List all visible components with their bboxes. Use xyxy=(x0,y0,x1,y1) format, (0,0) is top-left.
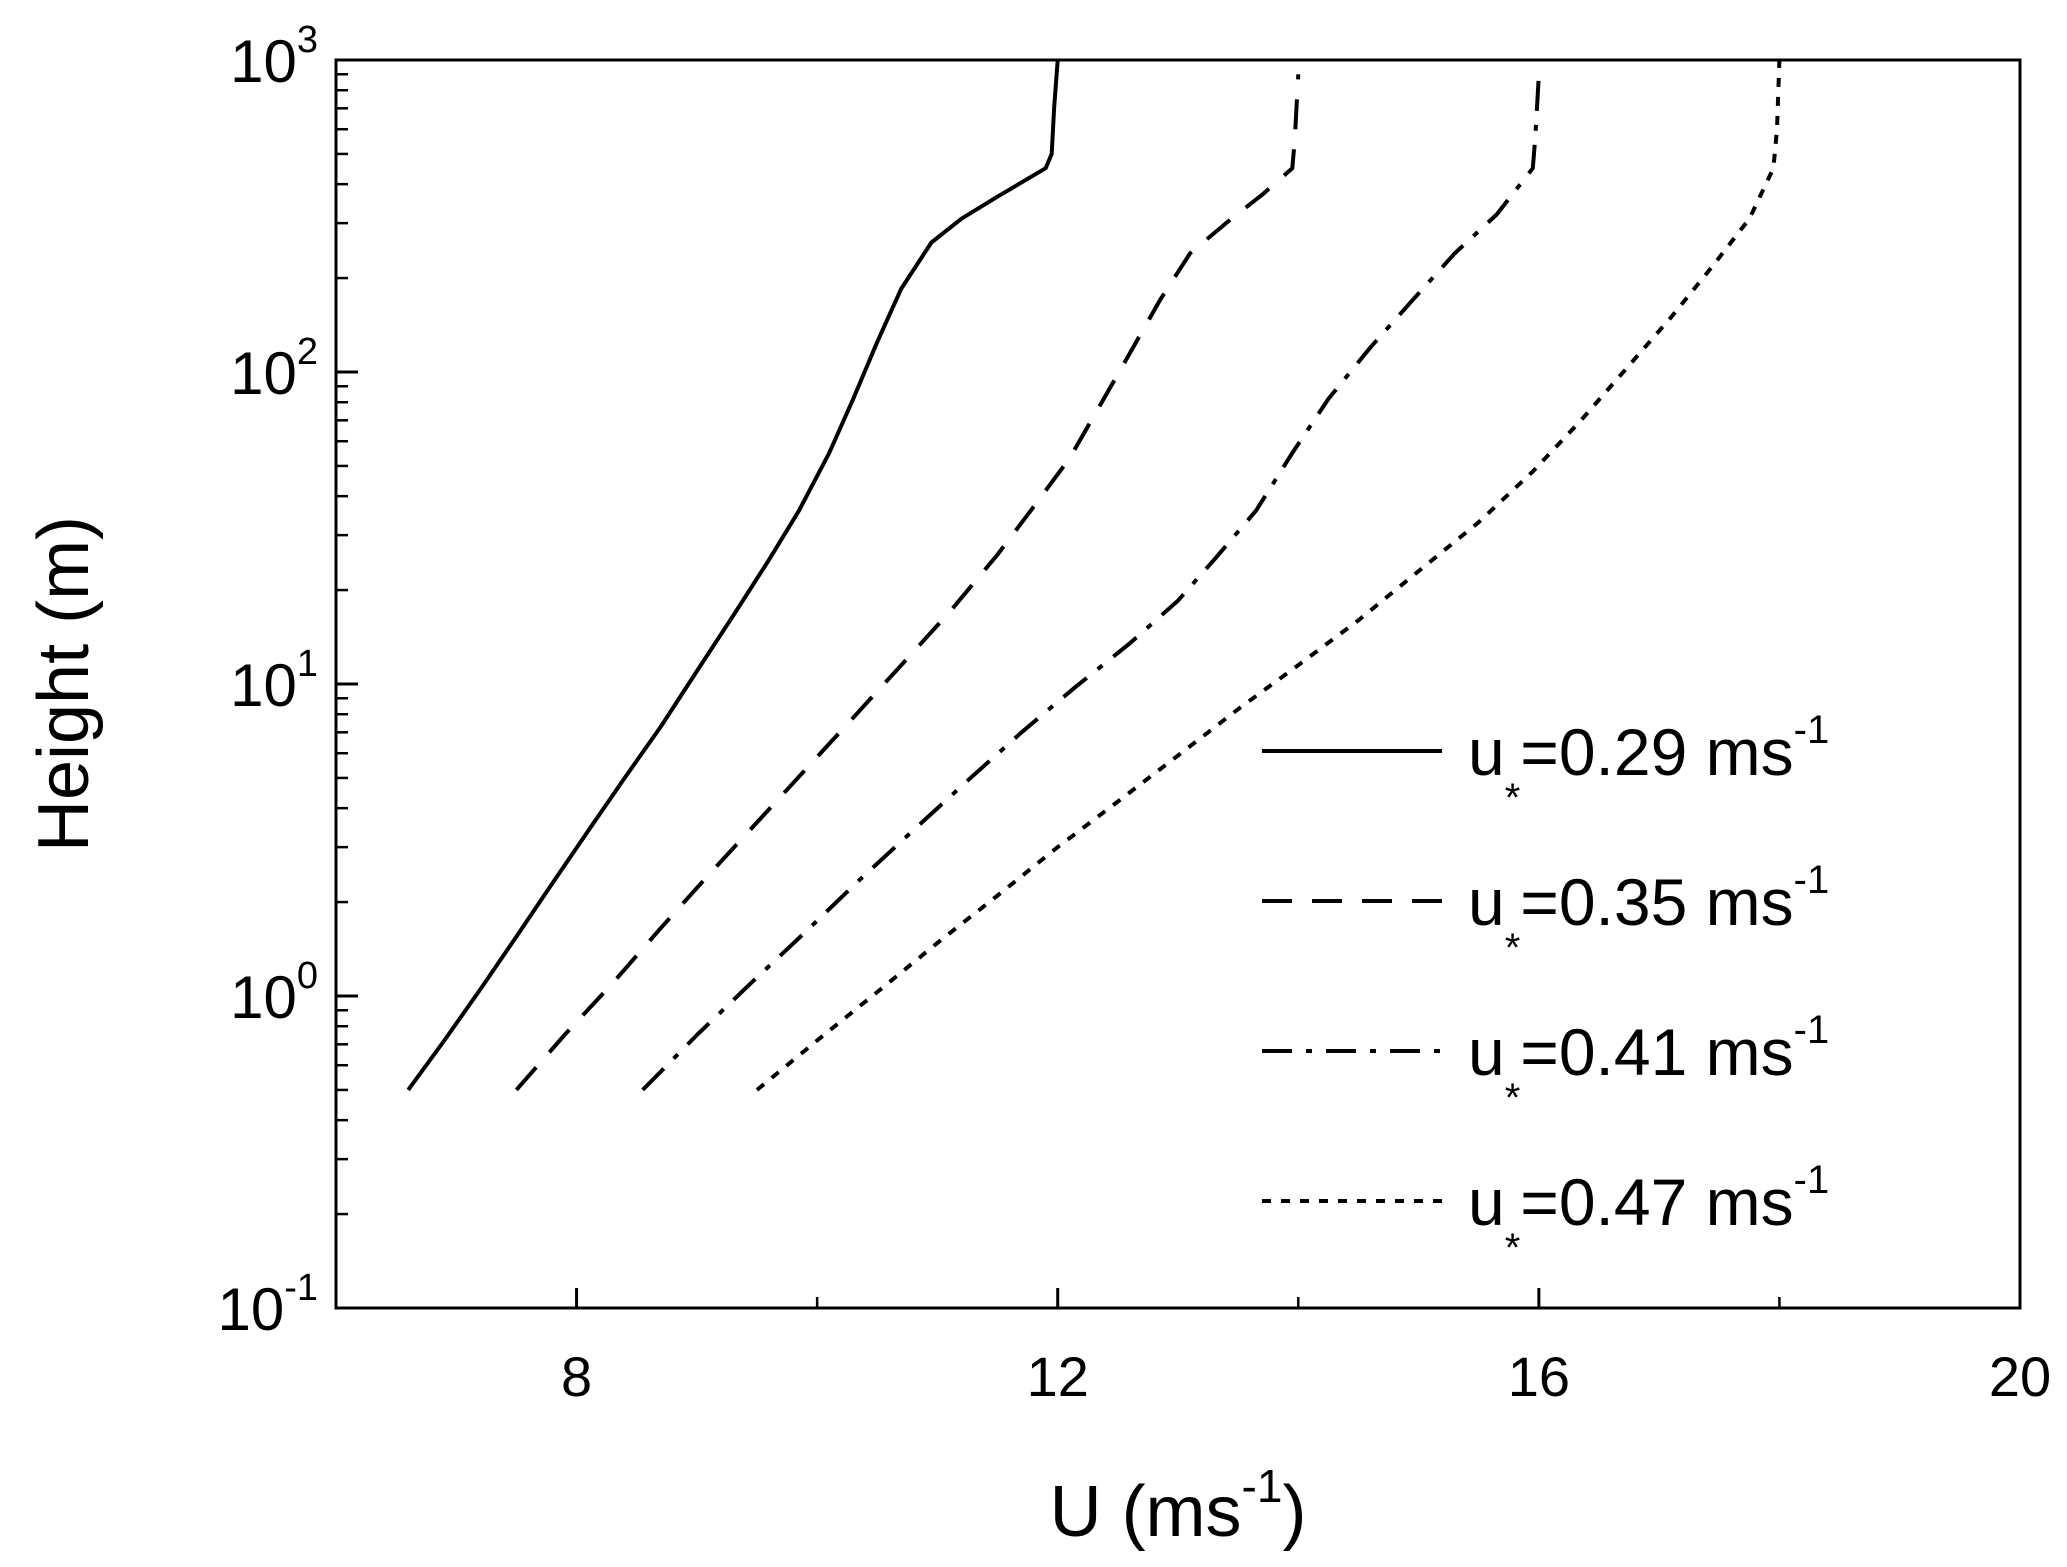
series-line-2 xyxy=(641,74,1541,1092)
legend-label-value-1: =0.35 ms xyxy=(1520,865,1793,939)
y-tick-label-base-1: 10 xyxy=(230,964,297,1031)
x-tick-label-0: 8 xyxy=(561,1345,592,1408)
y-tick-label-exp-4: 3 xyxy=(297,19,318,61)
y-tick-label-0: 10-1 xyxy=(217,1267,318,1343)
y-tick-label-exp-1: 0 xyxy=(297,955,318,997)
y-tick-label-2: 101 xyxy=(230,643,318,719)
x-axis-label-tail: ) xyxy=(1282,1472,1306,1552)
y-tick-label-base-0: 10 xyxy=(217,1276,284,1343)
y-tick-label-base-2: 10 xyxy=(230,652,297,719)
x-axis: 8 12 16 20 xyxy=(334,1288,2051,1408)
legend-label-sup-1: -1 xyxy=(1794,858,1830,902)
y-tick-label-exp-0: -1 xyxy=(284,1267,318,1309)
legend-label-u-0: u xyxy=(1468,715,1505,789)
x-axis-label-sup: -1 xyxy=(1242,1460,1283,1512)
legend-label-0: u*=0.29 ms-1 xyxy=(1468,708,1829,820)
legend-label-sub-0: * xyxy=(1505,776,1521,820)
legend-label-sub-1: * xyxy=(1505,926,1521,970)
x-tick-label-3: 20 xyxy=(1989,1345,2051,1408)
legend-label-2: u*=0.41 ms-1 xyxy=(1468,1008,1829,1120)
y-axis-label: Height (m) xyxy=(24,516,104,852)
y-tick-label-base-4: 10 xyxy=(230,28,297,95)
series-line-1 xyxy=(514,74,1301,1092)
x-axis-label: U (ms-1) xyxy=(1050,1460,1307,1552)
series-line-0 xyxy=(406,59,1060,1092)
y-tick-label-1: 100 xyxy=(230,955,318,1031)
legend-label-sup-3: -1 xyxy=(1794,1158,1830,1202)
legend-label-sub-3: * xyxy=(1505,1226,1521,1270)
legend-label-value-2: =0.41 ms xyxy=(1520,1015,1793,1089)
y-tick-label-4: 103 xyxy=(230,19,318,95)
legend-label-sup-0: -1 xyxy=(1794,708,1830,752)
x-axis-label-base: U (ms xyxy=(1050,1472,1242,1552)
legend-label-3: u*=0.47 ms-1 xyxy=(1468,1158,1829,1270)
series-line-3 xyxy=(755,59,1782,1092)
y-tick-label-3: 102 xyxy=(230,331,318,407)
legend-label-u-3: u xyxy=(1468,1165,1505,1239)
x-tick-label-1: 12 xyxy=(1027,1345,1089,1408)
legend-label-u-1: u xyxy=(1468,865,1505,939)
y-tick-label-base-3: 10 xyxy=(230,340,297,407)
legend-label-1: u*=0.35 ms-1 xyxy=(1468,858,1829,970)
plot-frame xyxy=(334,58,2022,1310)
series-layer xyxy=(406,59,1782,1092)
legend: u*=0.29 ms-1u*=0.35 ms-1u*=0.41 ms-1u*=0… xyxy=(1262,708,1829,1270)
legend-label-sub-2: * xyxy=(1505,1076,1521,1120)
y-tick-label-exp-3: 2 xyxy=(297,331,318,373)
x-tick-label-2: 16 xyxy=(1508,1345,1570,1408)
legend-label-value-0: =0.29 ms xyxy=(1520,715,1793,789)
legend-label-u-2: u xyxy=(1468,1015,1505,1089)
legend-label-sup-2: -1 xyxy=(1794,1008,1830,1052)
y-tick-label-exp-2: 1 xyxy=(297,643,318,685)
legend-label-value-3: =0.47 ms xyxy=(1520,1165,1793,1239)
